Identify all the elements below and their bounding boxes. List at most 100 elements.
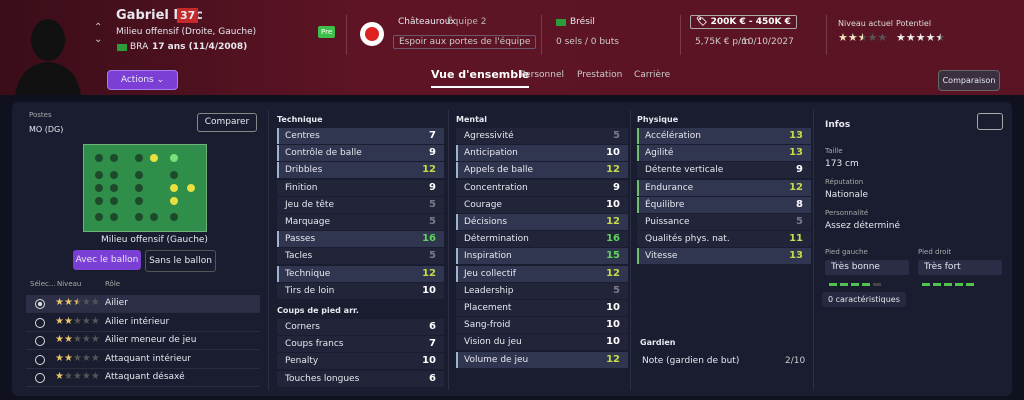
radio[interactable]	[35, 299, 45, 309]
value: 🏷 200K € - 450K €	[690, 15, 797, 29]
attribute-value: 10	[606, 336, 620, 348]
traits[interactable]: 0 caractéristiques	[822, 292, 906, 307]
actions-button[interactable]: Actions ⌄	[107, 70, 178, 90]
column-header: Rôle	[105, 280, 121, 288]
attribute-name: Touches longues	[285, 373, 360, 384]
attribute-value: 12	[606, 164, 620, 176]
attribute-value: 10	[606, 302, 620, 313]
attribute-row: Tacles 5	[277, 248, 444, 265]
attribute-row: Équilibre 8	[637, 196, 811, 213]
team: Équipe 2	[447, 17, 487, 27]
role-name: Ailier intérieur	[105, 316, 170, 327]
attribute-name: Passes	[285, 234, 316, 245]
attribute-name: Leadership	[464, 285, 514, 296]
toggle-active[interactable]: Avec le ballon	[73, 250, 141, 270]
star: ★	[55, 315, 64, 327]
radio[interactable]	[35, 373, 45, 383]
toggle[interactable]: Sans le ballon	[145, 250, 216, 272]
attribute-name: Jeu de tête	[285, 199, 334, 210]
attribute-name: Placement	[464, 303, 512, 313]
gk-label: Note (gardien de but)	[642, 356, 740, 366]
compare-button[interactable]: Comparer	[197, 113, 257, 132]
column-header: Sélec...	[30, 280, 56, 288]
flag	[117, 44, 127, 51]
attribute-name: Marquage	[285, 217, 331, 227]
foot-dash	[966, 283, 974, 286]
attribute-value: 16	[606, 233, 620, 245]
prev-arrow[interactable]: ⌃	[94, 22, 103, 33]
attribute-row: Agilité 13	[637, 145, 811, 162]
stars: ★★★★★	[55, 316, 100, 327]
gk-rating: 2/10	[785, 356, 806, 366]
pitch-dot	[150, 213, 158, 221]
star: ★	[81, 352, 91, 364]
club[interactable]: Châteauroux	[398, 17, 456, 27]
attribute-name: Qualités phys. nat.	[645, 234, 730, 245]
role-row	[26, 332, 260, 350]
column-header: Niveau	[57, 280, 82, 288]
label: Postes	[29, 111, 52, 119]
info-button[interactable]	[977, 113, 1003, 130]
tab-active[interactable]: Vue d'ensemble	[431, 68, 530, 88]
column-divider	[813, 110, 814, 390]
pitch-label: Milieu offensif (Gauche)	[101, 235, 208, 245]
position: Milieu offensif (Droite, Gauche)	[116, 27, 257, 37]
foot-dash	[944, 283, 952, 286]
attribute-value: 10	[606, 147, 620, 159]
star: ★	[896, 31, 906, 44]
star: ★	[925, 31, 936, 44]
tab[interactable]: Carrière	[634, 70, 671, 80]
next-arrow[interactable]: ⌄	[94, 34, 103, 45]
club-logo[interactable]	[359, 20, 385, 48]
attribute-row: Agressivité 5	[456, 128, 628, 144]
star: ★	[857, 31, 868, 44]
attribute-value: 10	[606, 319, 620, 331]
pitch-dot	[110, 184, 118, 192]
tab[interactable]: Personnel	[520, 70, 564, 80]
age: 17 ans (11/4/2008)	[152, 42, 248, 52]
attribute-row: Jeu collectif 12	[456, 265, 628, 282]
column-divider	[630, 110, 631, 390]
compare-button[interactable]: Comparaison	[938, 70, 1000, 91]
attribute-row: Placement 10	[456, 300, 628, 316]
star: ★	[63, 297, 73, 308]
attribute-name: Détente verticale	[645, 165, 724, 176]
badge: 37	[177, 8, 199, 23]
attribute-value: 8	[796, 198, 803, 210]
radio[interactable]	[35, 317, 45, 328]
role-name: Attaquant intérieur	[105, 353, 192, 364]
role-name: Attaquant désaxé	[105, 372, 185, 382]
divider	[826, 15, 827, 55]
pitch-dot	[110, 197, 118, 205]
attribute-row: Inspiration 15	[456, 248, 628, 265]
info-label: Réputation	[825, 178, 864, 186]
radio[interactable]	[35, 354, 45, 365]
star: ★	[915, 31, 926, 44]
info-value: Nationale	[825, 190, 869, 200]
attribute-name: Accélération	[645, 131, 701, 141]
role-row	[26, 314, 260, 332]
pitch-dot	[95, 154, 103, 162]
attribute-row: Volume de jeu 12	[456, 351, 628, 368]
attribute-name: Décisions	[464, 217, 508, 227]
pitch-dot	[187, 184, 195, 192]
attribute-name: Agilité	[645, 148, 674, 159]
stars: ★★★★★	[55, 371, 100, 382]
section-title: Gardien	[640, 338, 676, 347]
attribute-row: Penalty 10	[277, 353, 444, 370]
pitch-dot	[170, 184, 178, 192]
pitch-dot	[95, 213, 103, 221]
pitch-dot	[110, 154, 118, 162]
attribute-name: Vitesse	[645, 251, 678, 262]
foot-dash	[955, 283, 963, 286]
foot-value: Très fort	[918, 260, 1002, 275]
role-name: Ailier	[105, 298, 128, 308]
radio[interactable]	[35, 336, 45, 346]
pitch-dot	[135, 171, 143, 179]
star: ★	[81, 334, 91, 345]
tab[interactable]: Prestation	[577, 70, 623, 80]
role-row	[26, 369, 260, 387]
status: Pre	[318, 26, 336, 38]
info-value: Assez déterminé	[825, 221, 901, 231]
star: ★	[90, 315, 100, 327]
